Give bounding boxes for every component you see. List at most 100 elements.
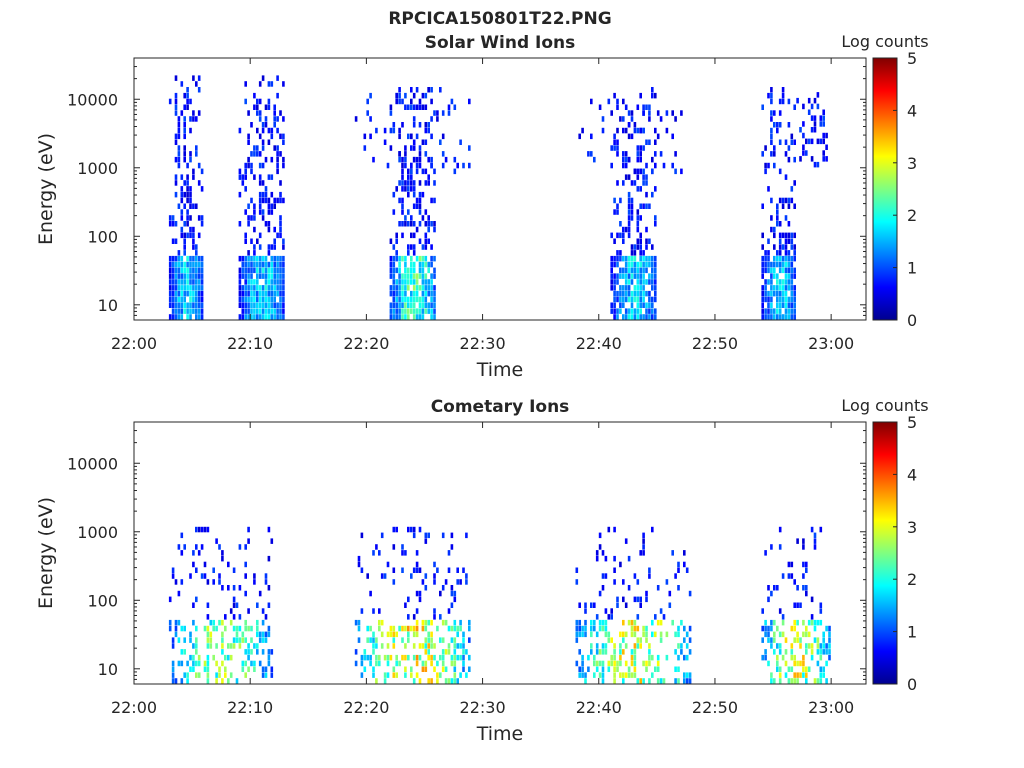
heatmap-cell [421, 191, 425, 198]
heatmap-cell [433, 255, 436, 262]
heatmap-cell [192, 116, 195, 122]
heatmap-cell [261, 608, 265, 614]
heatmap-cell [453, 104, 457, 110]
heatmap-cell [244, 590, 247, 597]
heatmap-cell [773, 261, 776, 268]
heatmap-cell [244, 561, 247, 568]
heatmap-cell [778, 267, 782, 274]
heatmap-cell [433, 643, 436, 649]
heatmap-cell [784, 261, 788, 268]
heatmap-cell [601, 619, 605, 626]
heatmap-cell [761, 273, 764, 279]
heatmap-cell [401, 156, 404, 163]
heatmap-cell [636, 643, 640, 649]
heatmap-cell [642, 127, 645, 134]
heatmap-cell [424, 232, 428, 239]
heatmap-cell [648, 567, 651, 573]
heatmap-cell [787, 232, 791, 239]
heatmap-cell [392, 191, 396, 198]
heatmap-cell [761, 296, 764, 303]
heatmap-cell [195, 596, 198, 603]
heatmap-cell [253, 151, 256, 157]
heatmap-cell [793, 579, 796, 585]
heatmap-cell [171, 238, 175, 244]
heatmap-cell [453, 643, 457, 649]
heatmap-cell [462, 654, 465, 661]
heatmap-cell [787, 156, 791, 163]
heatmap-cell [235, 637, 239, 643]
heatmap-cell [273, 279, 276, 285]
heatmap-cell [776, 660, 779, 667]
heatmap-cell [183, 279, 186, 285]
heatmap-cell [595, 649, 599, 655]
heatmap-cell [616, 250, 619, 256]
heatmap-cell [639, 127, 642, 134]
heatmap-cell [622, 162, 625, 169]
heatmap-cell [790, 279, 794, 285]
heatmap-cell [395, 98, 398, 105]
heatmap-cell [778, 261, 782, 268]
heatmap-cell [622, 273, 625, 279]
heatmap-cell [389, 654, 393, 661]
heatmap-cell [778, 649, 782, 655]
heatmap-cell [404, 145, 407, 151]
heatmap-cell [654, 285, 657, 291]
heatmap-cell [256, 104, 259, 110]
heatmap-cell [256, 127, 259, 134]
heatmap-cell [773, 631, 776, 638]
heatmap-cell [380, 619, 384, 626]
heatmap-cell [764, 145, 767, 151]
heatmap-cell [450, 602, 454, 608]
heatmap-cell [369, 133, 372, 140]
heatmap-cell [395, 186, 398, 192]
heatmap-cell [816, 678, 820, 684]
heatmap-cell [282, 238, 285, 244]
heatmap-cell [636, 267, 640, 274]
heatmap-cell [810, 127, 814, 133]
heatmap-cell [453, 156, 457, 163]
heatmap-cell [250, 122, 253, 128]
heatmap-cell [776, 643, 779, 649]
heatmap-cell [604, 573, 608, 579]
heatmap-cell [171, 255, 175, 262]
heatmap-cell [627, 203, 631, 209]
heatmap-cell [180, 550, 184, 556]
heatmap-cell [238, 174, 242, 180]
y-tick-label: 10 [98, 660, 118, 679]
x-tick-label: 22:30 [460, 698, 506, 717]
heatmap-cell [613, 255, 616, 262]
heatmap-cell [171, 261, 175, 268]
heatmap-cell [790, 133, 794, 140]
heatmap-cell [421, 579, 425, 585]
heatmap-cell [224, 625, 227, 632]
heatmap-cell [430, 660, 433, 667]
heatmap-cell [253, 267, 256, 274]
heatmap-cell [790, 186, 794, 192]
heatmap-cell [168, 215, 172, 221]
heatmap-cell [261, 191, 265, 198]
heatmap-cell [610, 162, 613, 169]
heatmap-cell [578, 133, 581, 140]
heatmap-cell [450, 544, 454, 550]
heatmap-cell [195, 649, 198, 655]
heatmap-cell [581, 666, 584, 672]
heatmap-cell [421, 261, 425, 268]
heatmap-cell [267, 279, 271, 285]
heatmap-cell [192, 261, 195, 268]
heatmap-cell [441, 151, 445, 157]
heatmap-cell [195, 151, 198, 157]
colorbar-tick-label: 0 [907, 675, 917, 694]
heatmap-cell [802, 660, 805, 667]
heatmap-cell [799, 672, 802, 678]
heatmap-cell [648, 649, 651, 655]
heatmap-cell [680, 619, 683, 626]
heatmap-cell [177, 308, 181, 314]
heatmap-cell [189, 226, 192, 233]
heatmap-cell [459, 625, 462, 632]
heatmap-cell [189, 637, 192, 643]
heatmap-cell [459, 654, 462, 661]
heatmap-cell [610, 654, 613, 661]
heatmap-cell [398, 87, 401, 93]
